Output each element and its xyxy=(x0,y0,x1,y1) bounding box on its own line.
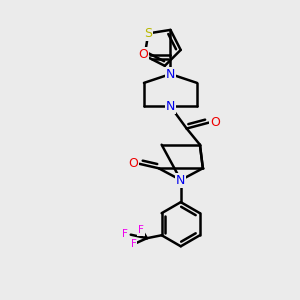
Text: O: O xyxy=(210,116,220,129)
Text: O: O xyxy=(138,48,148,62)
Text: O: O xyxy=(128,158,138,170)
Text: N: N xyxy=(176,174,185,187)
Text: N: N xyxy=(166,68,175,81)
Text: F: F xyxy=(138,225,144,235)
Text: N: N xyxy=(166,100,175,113)
Text: F: F xyxy=(131,239,137,249)
Text: S: S xyxy=(144,27,152,40)
Text: F: F xyxy=(122,229,128,239)
